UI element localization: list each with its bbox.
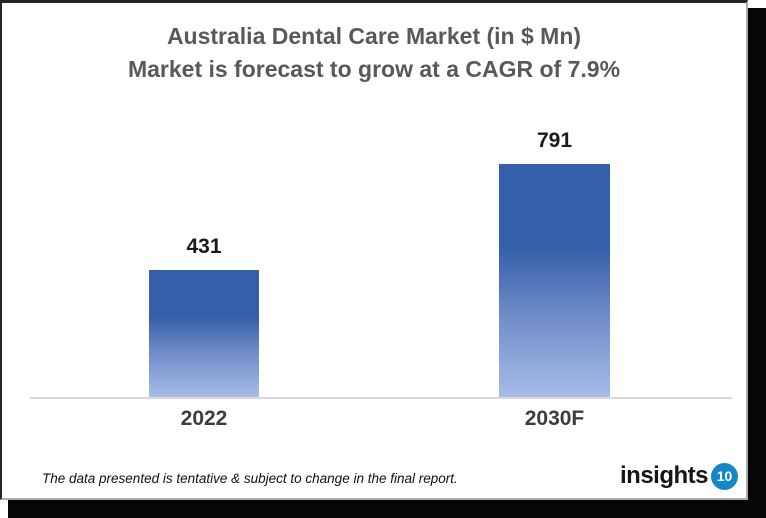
logo-wordmark: insights (619, 462, 709, 489)
chart-title: Australia Dental Care Market (in $ Mn) M… (2, 20, 746, 86)
chart-title-line1: Australia Dental Care Market (in $ Mn) (166, 23, 582, 49)
chart-title-line2: Market is forecast to grow at a CAGR of … (127, 56, 621, 82)
bar-2030f (499, 164, 610, 397)
bar-value-label-2022: 431 (186, 235, 222, 258)
logo-badge-10-icon: 10 (711, 462, 738, 490)
bar-group-2030f: 791 (499, 129, 610, 397)
chart-card: Australia Dental Care Market (in $ Mn) M… (0, 0, 748, 500)
bar-group-2022: 431 (149, 235, 259, 397)
bar-2022 (149, 270, 259, 397)
x-axis-line (30, 397, 732, 399)
x-axis-labels: 2022 2030F (2, 407, 746, 435)
plot-area: 431 791 (2, 129, 746, 399)
x-tick-label-2030f: 2030F (524, 407, 585, 430)
x-tick-label-2022: 2022 (180, 407, 228, 430)
insights10-logo: insights 10 (620, 462, 738, 490)
disclaimer-text: The data presented is tentative & subjec… (42, 471, 458, 486)
bar-value-label-2030f: 791 (536, 129, 573, 152)
